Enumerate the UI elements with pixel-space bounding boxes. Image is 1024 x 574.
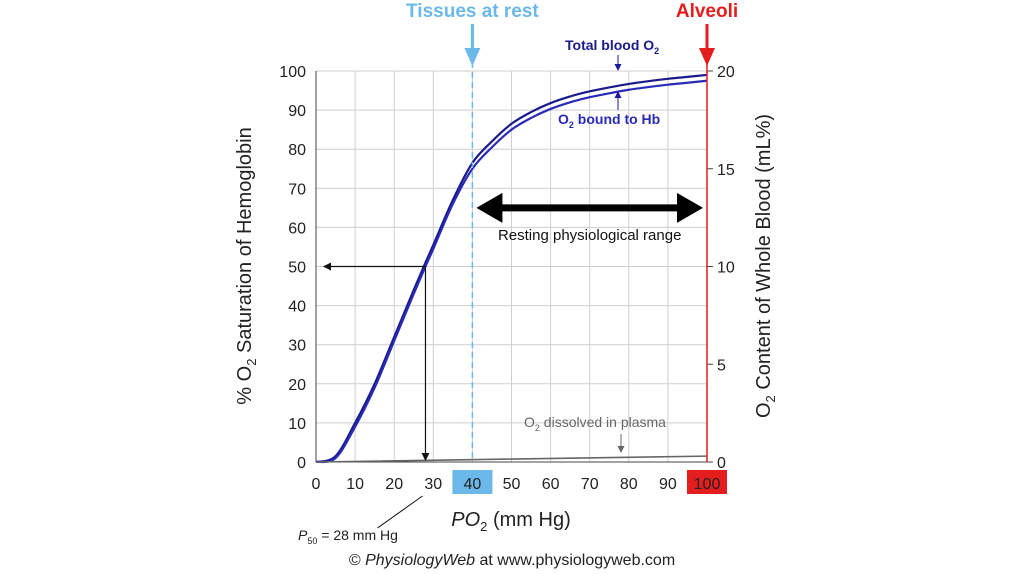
y-left-tick-label: 50 [288, 260, 306, 277]
series-label-hb-sub: 2 [569, 120, 574, 130]
y-left-tick-label: 10 [288, 416, 306, 433]
y-left-tick-labels: 0 10 20 30 40 50 60 70 80 90 100 [279, 64, 306, 472]
y-right-axis-label: O2 Content of Whole Blood (mL%) [753, 114, 778, 418]
series-label-plasma-part: dissolved in plasma [540, 414, 666, 430]
series-line-2 [315, 455, 708, 463]
y-left-tick-label: 30 [288, 338, 306, 355]
series-label-plasma: O2 dissolved in plasma [524, 414, 666, 433]
y-left-tick-label: 0 [297, 455, 306, 472]
y-left-tick-label: 40 [288, 299, 306, 316]
range-arrowhead-left [476, 192, 503, 223]
reference-lines: Tissues at rest Alveoli [406, 1, 738, 462]
series-line-1 [315, 79, 708, 464]
y-right-tick-label: 5 [717, 357, 726, 374]
y-right-tick-labels: 0 5 10 15 20 [707, 64, 735, 472]
x-axis-label: PO2 (mm Hg) [451, 509, 570, 534]
series-line-0 [315, 73, 708, 464]
x-tick-label: 0 [312, 476, 321, 493]
p50-label-part: = 28 mm Hg [317, 527, 398, 543]
series-label-total-part: Total blood O [565, 37, 654, 53]
x-tick-label: 100 [694, 476, 721, 493]
p50-label: P50 = 28 mm Hg [298, 527, 398, 546]
series-label-hb-part: bound to Hb [574, 111, 660, 127]
x-tick-label: 90 [659, 476, 677, 493]
reference-arrowhead [464, 48, 481, 66]
x-tick-label: 80 [620, 476, 638, 493]
x-tick-highlight [687, 470, 727, 494]
series-label-plasma-sub: 2 [535, 423, 540, 433]
reference-arrowhead [699, 48, 715, 66]
y-left-tick-label: 60 [288, 220, 306, 237]
credit-line: © PhysiologyWeb at www.physiologyweb.com [0, 552, 1024, 570]
y-left-tick-label: 100 [279, 64, 306, 81]
series-label-total: Total blood O2 [565, 37, 659, 56]
y-left-axis-label: % O2 Saturation of Hemoglobin [234, 127, 259, 404]
y-right-tick-label: 10 [717, 260, 735, 277]
series-label-total-sub: 2 [654, 46, 659, 56]
p50-leader-line [377, 495, 423, 529]
x-tick-label: 20 [385, 476, 403, 493]
plot-frame [315, 71, 707, 463]
series-label-hb-part: O [558, 111, 569, 127]
y-left-tick-label: 80 [288, 142, 306, 159]
series-label-hb: O2 bound to Hb [558, 111, 660, 130]
y-left-tick-label: 70 [288, 181, 306, 198]
reference-label: Alveoli [676, 1, 738, 22]
series-lines [315, 73, 708, 464]
x-tick-label: 10 [346, 476, 364, 493]
y-left-tick-label: 20 [288, 377, 306, 394]
y-right-tick-label: 0 [717, 455, 726, 472]
range-arrowhead-right [677, 192, 703, 223]
reference-label: Tissues at rest [406, 1, 539, 22]
x-tick-label: 70 [581, 476, 599, 493]
credit-suffix: at www.physiologyweb.com [475, 552, 676, 569]
x-tick-label: 40 [464, 476, 482, 493]
x-tick-label: 60 [542, 476, 560, 493]
series-label-plasma-part: O [524, 414, 535, 430]
x-tick-label: 30 [424, 476, 442, 493]
x-tick-highlight [452, 470, 493, 494]
y-right-tick-label: 15 [717, 162, 735, 179]
x-tick-label: 50 [503, 476, 521, 493]
y-right-tick-label: 20 [717, 64, 735, 81]
credit-brand: PhysiologyWeb [365, 552, 476, 569]
y-left-tick-label: 90 [288, 103, 306, 120]
x-tick-labels: 0 10 20 30 40 50 60 70 80 90 100 [312, 470, 727, 494]
p50-label-part: P [298, 527, 308, 543]
range-label: Resting physiological range [498, 227, 681, 244]
credit-prefix: © [348, 552, 366, 569]
p50-label-sub: 50 [307, 536, 317, 546]
